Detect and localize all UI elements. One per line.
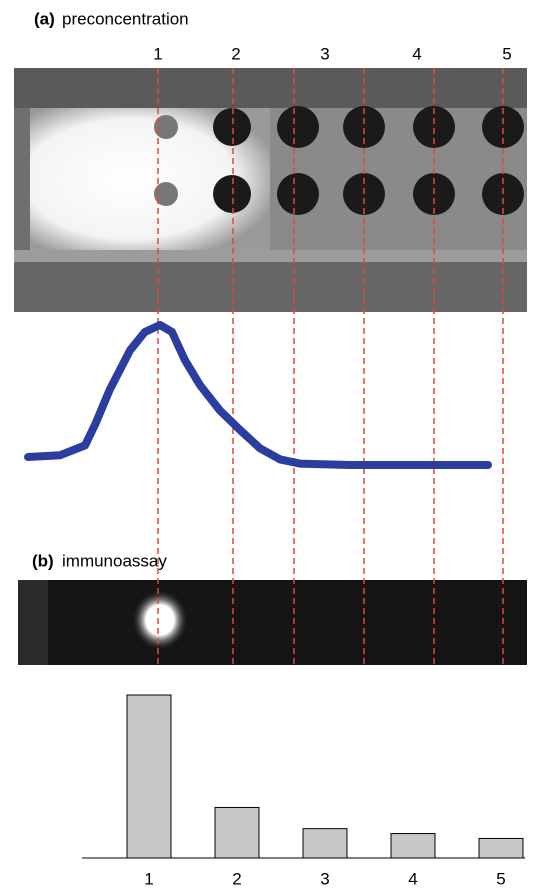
channel-label: 4 xyxy=(412,44,421,63)
channel-label: 2 xyxy=(231,44,240,63)
profile-line xyxy=(24,321,492,469)
channel-label: 5 xyxy=(502,44,511,63)
panel-title: immunoassay xyxy=(62,551,167,570)
bar xyxy=(214,806,260,859)
bar xyxy=(478,837,524,859)
channel-label: 3 xyxy=(320,44,329,63)
panel-title: preconcentration xyxy=(62,9,189,28)
channel-label: 1 xyxy=(153,44,162,63)
fluorescence-image xyxy=(14,68,527,312)
panel-label: (a) xyxy=(34,9,55,28)
x-tick-label: 5 xyxy=(496,869,505,888)
x-tick-label: 3 xyxy=(320,869,329,888)
panel-label: (b) xyxy=(32,551,54,570)
x-tick-label: 4 xyxy=(408,869,417,888)
x-tick-label: 2 xyxy=(232,869,241,888)
x-tick-label: 1 xyxy=(144,869,153,888)
bar xyxy=(302,828,348,859)
bar xyxy=(126,694,172,859)
bar xyxy=(390,833,436,859)
immunoassay-image xyxy=(18,580,527,665)
